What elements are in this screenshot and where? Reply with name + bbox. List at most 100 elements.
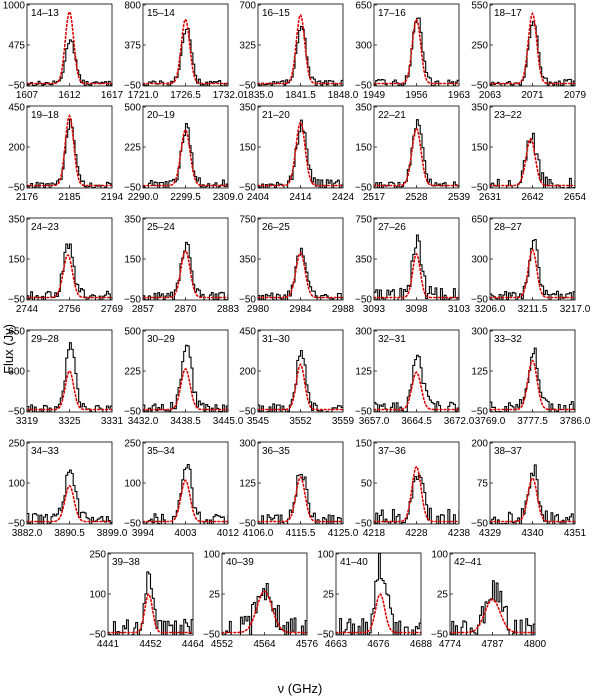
y-tick-label: −50 [8,407,25,418]
x-tick-label: 1721.0 [128,90,159,101]
x-tick-label: 3319 [16,416,39,427]
x-tick-label: 2883 [217,304,240,315]
x-tick-label: 4228 [405,528,428,539]
observed-spectrum-line [451,580,535,635]
x-tick-label: 3093 [363,304,386,315]
x-tick-label: 2176 [16,192,39,203]
y-tick-label: 350 [8,215,25,226]
y-tick-label: 225 [124,143,141,154]
y-tick-label: 350 [239,103,256,114]
model-fit-line [27,484,112,523]
y-tick-label: 100 [431,550,448,561]
observed-spectrum-line [258,349,343,412]
x-tick-label: 3331 [101,416,124,427]
x-tick-label: 1949 [363,90,386,101]
x-tick-label: 1732.0 [213,90,244,101]
y-tick-label: 125 [239,479,256,490]
model-fit-line [258,475,343,523]
observed-spectrum-line [374,354,459,412]
x-tick-label: 2756 [58,304,81,315]
observed-spectrum-line [258,25,343,86]
model-fit-line [27,369,112,411]
x-tick-label: 4576 [296,639,319,650]
observed-spectrum-line [143,344,228,412]
x-tick-label: 2309.0 [213,192,244,203]
x-tick-label: 3098 [405,304,428,315]
model-fit-line [374,252,459,299]
x-tick-label: 2063 [479,90,502,101]
transition-label: 20–19 [147,110,175,121]
observed-spectrum-line [27,118,112,188]
x-tick-label: 2079 [564,90,587,101]
transition-label: 26–25 [262,222,290,233]
observed-spectrum-line [261,473,343,524]
y-tick-label: −50 [355,183,372,194]
y-tick-label: 500 [124,327,141,338]
x-tick-label: 2988 [332,304,355,315]
x-tick-label: 2424 [332,192,355,203]
observed-spectrum-line [490,132,575,188]
observed-spectrum-line [258,119,343,188]
y-tick-label: 100 [124,479,141,490]
transition-label: 22–21 [378,110,406,121]
x-tick-label: 4340 [521,528,544,539]
x-tick-label: 1956 [405,90,428,101]
y-tick-label: 350 [239,255,256,266]
y-tick-label: 150 [355,143,372,154]
x-tick-label: 1726.5 [170,90,201,101]
model-fit-line [258,363,343,411]
model-fit-line [374,465,459,523]
model-fit-line [490,248,575,299]
y-tick-label: 250 [471,41,488,52]
model-fit-line [490,137,575,187]
x-tick-label: 2185 [58,192,81,203]
x-tick-label: 4238 [448,528,471,539]
observed-spectrum-line [374,234,459,300]
y-tick-label: −50 [355,519,372,530]
y-tick-label: −50 [8,81,25,92]
x-tick-label: 2857 [132,304,155,315]
y-tick-label: 550 [471,1,488,12]
x-tick-label: 3882.0 [12,528,43,539]
y-tick-label: −50 [355,295,372,306]
transition-label: 25–24 [147,222,175,233]
x-tick-label: 4329 [479,528,502,539]
x-tick-label: 3777.5 [517,416,548,427]
y-tick-label: 350 [355,103,372,114]
transition-label: 29–28 [31,334,59,345]
y-tick-label: 150 [239,143,256,154]
transition-label: 37–36 [378,446,406,457]
y-tick-label: −50 [8,295,25,306]
y-tick-label: 250 [8,439,25,450]
observed-spectrum-line [27,342,112,412]
y-tick-label: 150 [124,255,141,266]
y-tick-label: 700 [239,1,256,12]
transition-label: 14–13 [31,8,59,19]
transition-label: 30–29 [147,334,175,345]
x-tick-label: 3445.0 [213,416,244,427]
x-tick-label: 2870 [174,304,197,315]
x-tick-label: 2744 [16,304,39,315]
observed-spectrum-line [490,238,575,300]
transition-label: 23–22 [494,110,522,121]
transition-label: 41–40 [340,557,368,568]
observed-spectrum-line [143,123,228,188]
x-tick-label: 2071 [521,90,544,101]
model-fit-line [258,13,343,85]
transition-label: 35–34 [147,446,175,457]
observed-spectrum-line [491,464,575,524]
